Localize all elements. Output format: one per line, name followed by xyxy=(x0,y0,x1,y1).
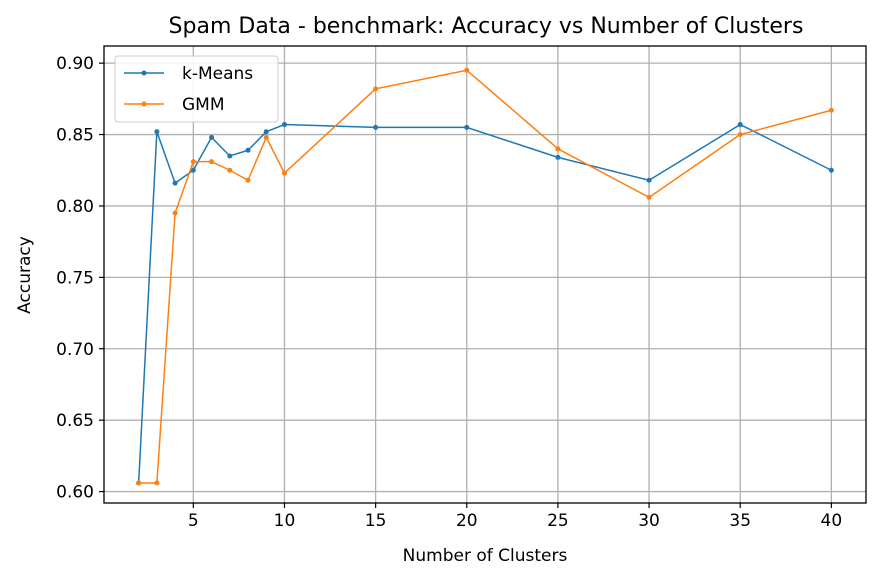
x-tick-label: 20 xyxy=(456,511,478,531)
legend-gmm-marker xyxy=(141,101,147,107)
data-point-k-means xyxy=(190,167,196,173)
data-point-gmm xyxy=(281,170,287,176)
x-tick-label: 15 xyxy=(365,511,387,531)
data-point-k-means xyxy=(263,129,269,135)
y-tick-label: 0.80 xyxy=(56,197,94,217)
data-point-gmm xyxy=(737,132,743,138)
y-tick-label: 0.85 xyxy=(56,126,94,146)
data-point-gmm xyxy=(245,177,251,183)
series-k-means xyxy=(136,122,834,486)
plot-area-frame xyxy=(103,45,867,504)
chart-title: Spam Data - benchmark: Accuracy vs Numbe… xyxy=(169,14,804,39)
legend-item-kmeans: k-Means xyxy=(124,64,253,84)
axis-ticks: 5 10 15 20 25 30 35 40 0.60 0.65 0.70 0.75 0.80 0.85 0… xyxy=(56,54,842,531)
data-point-k-means xyxy=(555,154,561,160)
data-point-gmm xyxy=(136,480,142,486)
data-point-k-means xyxy=(646,177,652,183)
series-line-k-means xyxy=(137,123,832,484)
legend-label-gmm: GMM xyxy=(182,95,225,115)
data-point-gmm xyxy=(828,107,834,113)
legend-item-gmm: GMM xyxy=(124,95,225,115)
data-point-gmm xyxy=(555,146,561,152)
series-gmm xyxy=(136,67,834,486)
data-point-gmm xyxy=(263,134,269,140)
data-point-gmm xyxy=(373,86,379,92)
y-axis-label: Accuracy xyxy=(15,236,35,314)
legend-kmeans-marker xyxy=(141,70,147,76)
x-tick-label: 25 xyxy=(547,511,569,531)
data-point-k-means xyxy=(373,124,379,130)
data-point-k-means xyxy=(209,134,215,140)
legend-label-kmeans: k-Means xyxy=(182,64,253,84)
y-tick-label: 0.70 xyxy=(56,340,94,360)
x-tick-label: 30 xyxy=(638,511,660,531)
data-point-gmm xyxy=(190,159,196,165)
data-point-gmm xyxy=(646,194,652,200)
data-point-k-means xyxy=(245,147,251,153)
x-tick-label: 5 xyxy=(188,511,199,531)
series-layer xyxy=(136,67,834,486)
legend: k-Means GMM xyxy=(114,55,279,123)
data-point-k-means xyxy=(464,124,470,130)
data-point-gmm xyxy=(464,67,470,73)
data-point-k-means xyxy=(227,153,233,159)
data-point-k-means xyxy=(154,129,160,135)
data-point-gmm xyxy=(172,210,178,216)
data-point-k-means xyxy=(172,180,178,186)
data-point-gmm xyxy=(154,480,160,486)
data-point-k-means xyxy=(737,122,743,128)
x-tick-label: 35 xyxy=(729,511,751,531)
data-point-gmm xyxy=(227,167,233,173)
x-tick-label: 40 xyxy=(821,511,843,531)
y-tick-label: 0.75 xyxy=(56,268,94,288)
data-point-k-means xyxy=(828,167,834,173)
y-tick-label: 0.90 xyxy=(56,54,94,74)
y-tick-label: 0.65 xyxy=(56,411,94,431)
data-point-k-means xyxy=(281,122,287,128)
x-axis-label: Number of Clusters xyxy=(403,546,568,566)
y-tick-label: 0.60 xyxy=(56,483,94,503)
data-point-gmm xyxy=(209,159,215,165)
x-tick-label: 10 xyxy=(274,511,296,531)
